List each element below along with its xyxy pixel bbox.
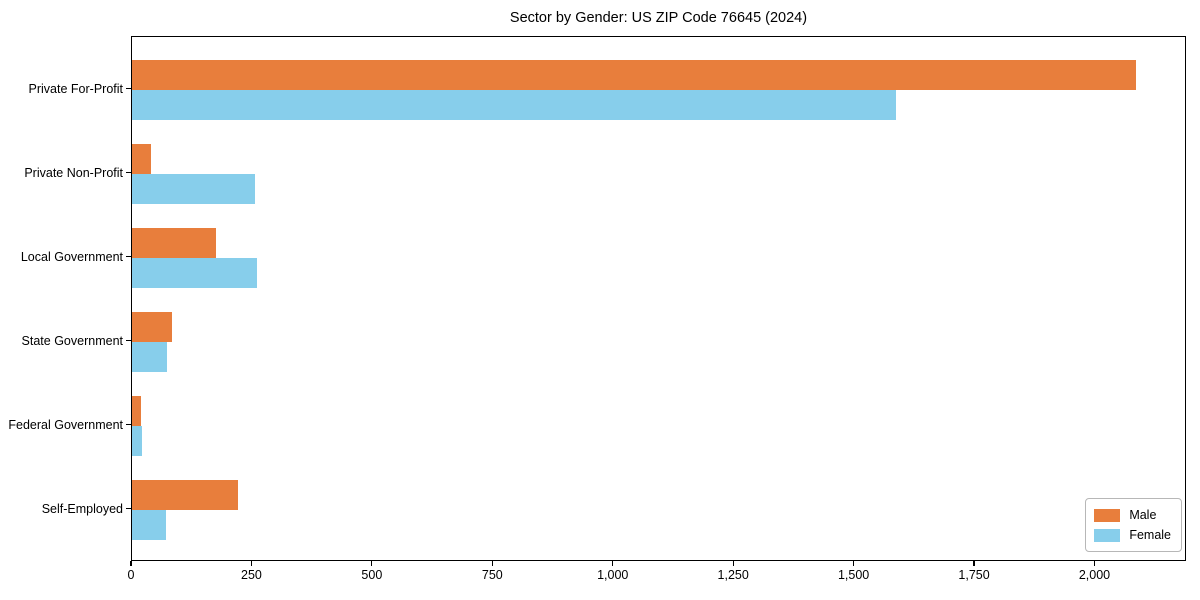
x-tick-label: 1,500 [837,568,870,582]
female-bar-1 [132,89,896,120]
y-tick-mark [126,339,131,342]
y-tick-mark [126,255,131,258]
y-axis-category-label: Federal Government [8,417,123,432]
male-bar-1 [132,59,1137,90]
legend-label-female: Female [1129,528,1171,542]
male-bar-5 [132,395,141,426]
male-bar-4 [132,311,172,342]
male-series-swatch [1094,508,1121,522]
x-tick-label: 0 [127,568,135,582]
y-tick-mark [126,423,131,426]
female-series-swatch [1094,528,1121,542]
y-axis-category-label: Private Non-Profit [24,165,123,180]
female-bar-5 [132,425,142,456]
x-tick-label: 1,750 [958,568,990,582]
x-tick-mark [612,561,614,566]
y-axis-category-label: State Government [21,333,123,348]
x-tick-mark [371,561,373,566]
female-bar-4 [132,341,167,372]
male-bar-6 [132,479,238,510]
female-bar-3 [132,257,258,288]
x-tick-mark [250,561,253,566]
chart-title: Sector by Gender: US ZIP Code 76645 (202… [509,10,808,26]
y-axis-category-label: Self-Employed [41,501,123,516]
x-tick-mark [130,561,132,566]
x-tick-label: 250 [240,568,262,582]
female-bar-6 [132,509,166,540]
x-tick-label: 750 [481,568,503,582]
legend-entry-male: Male [1094,505,1171,525]
y-axis-category-label: Local Government [20,249,123,264]
x-tick-label: 1,250 [717,568,749,582]
x-tick-mark [491,561,493,566]
x-tick-label: 2,000 [1078,568,1111,582]
x-tick-mark [973,561,975,566]
y-tick-mark [126,171,131,174]
y-tick-mark [126,87,131,90]
x-tick-mark [1093,561,1096,566]
x-tick-label: 500 [361,568,383,582]
x-tick-mark [732,561,734,566]
male-bar-3 [132,227,217,258]
male-bar-2 [132,143,152,174]
female-bar-2 [132,173,255,204]
y-tick-mark [126,507,131,510]
legend: Male Female [1085,498,1182,552]
plot-area: Male Female [131,36,1186,561]
legend-entry-female: Female [1094,525,1171,545]
y-axis-category-label: Private For-Profit [28,81,123,96]
legend-label-male: Male [1129,508,1157,522]
x-tick-mark [853,561,855,566]
x-tick-label: 1,000 [597,568,629,582]
